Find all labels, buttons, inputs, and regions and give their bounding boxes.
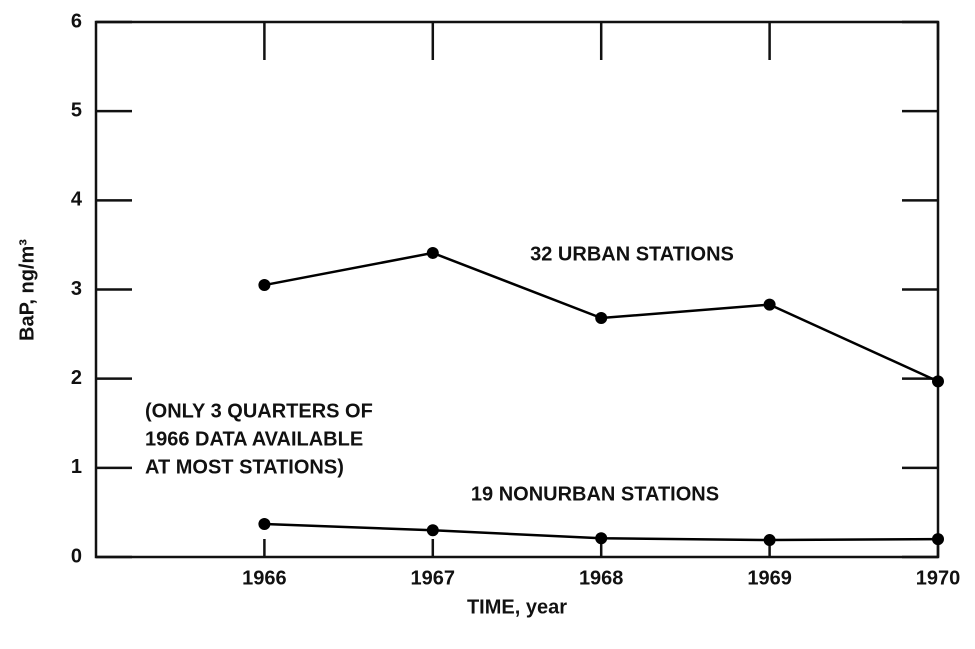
- y-tick-label: 2: [71, 367, 82, 389]
- point: [595, 312, 608, 325]
- point: [932, 533, 944, 546]
- x-tick-label: 1966: [242, 567, 287, 589]
- x-axis-label: TIME, year: [467, 596, 567, 618]
- point: [932, 375, 944, 388]
- point: [258, 279, 271, 292]
- y-tick-label: 3: [71, 278, 82, 300]
- y-axis-label: BaP, ng/m³: [16, 239, 38, 341]
- y-tick-label: 1: [71, 456, 82, 478]
- point: [426, 524, 439, 537]
- y-tick-label: 4: [71, 189, 83, 211]
- x-tick-label: 1969: [747, 567, 792, 589]
- series-label: 32 URBAN STATIONS: [530, 243, 734, 265]
- point: [426, 246, 439, 259]
- point: [258, 518, 271, 531]
- y-tick-label: 0: [71, 545, 82, 567]
- y-tick-label: 6: [71, 10, 82, 32]
- annotation: 1966 DATA AVAILABLE: [145, 428, 363, 450]
- point: [763, 534, 776, 547]
- x-tick-label: 1968: [579, 567, 624, 589]
- point: [595, 532, 608, 545]
- annotation: (ONLY 3 QUARTERS OF: [145, 400, 373, 422]
- series-label: 19 NONURBAN STATIONS: [471, 483, 719, 505]
- x-tick-label: 1970: [916, 567, 961, 589]
- x-tick-label: 1967: [411, 567, 456, 589]
- annotation: AT MOST STATIONS): [145, 456, 344, 478]
- point: [763, 298, 776, 311]
- y-tick-label: 5: [71, 99, 82, 121]
